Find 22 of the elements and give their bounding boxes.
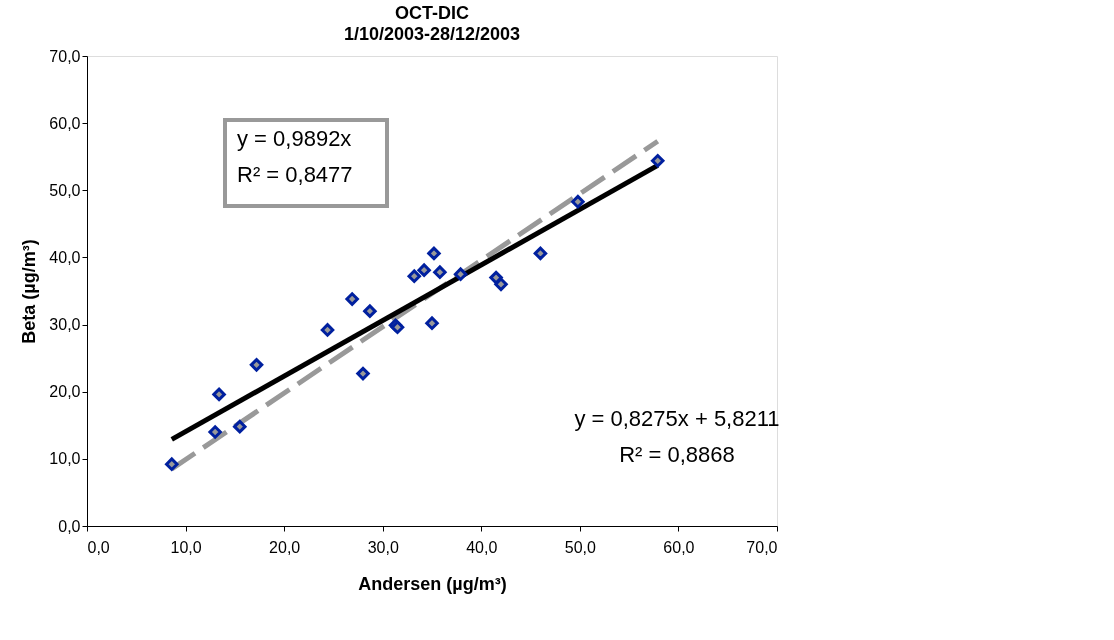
y-tick-label: 60,0	[49, 114, 81, 132]
y-tick-label: 10,0	[49, 450, 81, 468]
x-tick-label: 10,0	[170, 538, 202, 556]
y-tick-label: 20,0	[49, 383, 81, 401]
x-tick-label: 70,0	[746, 538, 778, 556]
x-axis-title: Andersen (µg/m³)	[358, 573, 507, 594]
chart-subtitle: 1/10/2003-28/12/2003	[343, 24, 521, 44]
annotation: y = 0,9892x R² = 0,8477	[237, 126, 353, 187]
x-tick-label: 60,0	[663, 538, 695, 556]
chart-title: OCT-DIC	[395, 3, 469, 23]
y-tick-label: 40,0	[49, 248, 81, 266]
y-tick-label: 50,0	[49, 181, 81, 199]
x-tick-label: 0,0	[87, 538, 110, 556]
x-tick-label: 20,0	[269, 538, 301, 556]
annotation: y = 0,8275x + 5,8211 R² = 0,8868	[574, 406, 780, 467]
y-tick-label: 70,0	[49, 47, 81, 65]
x-tick-label: 50,0	[564, 538, 597, 556]
y-tick-label: 30,0	[49, 316, 81, 334]
y-axis-title: Beta (µg/m³)	[19, 239, 40, 344]
y-tick-label: 0,0	[58, 517, 81, 535]
x-tick-label: 40,0	[466, 538, 498, 556]
x-tick-label: 30,0	[367, 538, 399, 556]
